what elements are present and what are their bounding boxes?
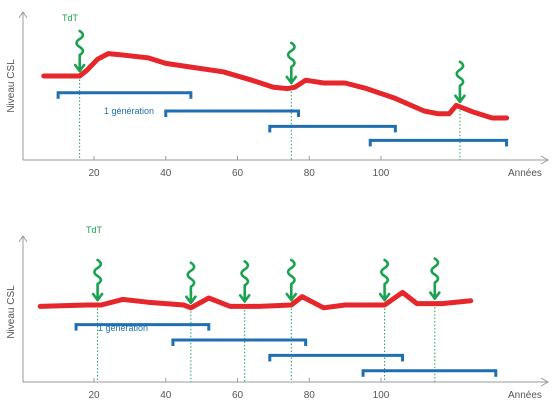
telomerase-arrow [186, 261, 196, 305]
telomerase-arrow-head [454, 94, 466, 104]
telomerase-arrow [455, 60, 465, 104]
telomerase-arrow [286, 258, 296, 302]
x-tick-label: 100 [373, 168, 390, 179]
telomerase-arrow-head [378, 292, 391, 302]
x-axis-label: Années [508, 168, 542, 179]
x-tick-label: 100 [373, 390, 390, 401]
x-tick-label: 40 [160, 390, 172, 401]
x-tick-label: 80 [304, 390, 316, 401]
telomerase-arrow [286, 41, 296, 85]
telomerase-arrow-head [91, 292, 104, 302]
csl-line [37, 289, 474, 311]
x-tick-label: 40 [160, 168, 172, 179]
telomerase-arrow-head [285, 292, 298, 302]
telomerase-arrow-head [285, 75, 298, 85]
telomerase-label: TdT [86, 225, 103, 235]
telomerase-arrows [73, 29, 466, 104]
x-tick-label: 60 [232, 390, 244, 401]
telomerase-arrow [240, 260, 250, 303]
generation-bars [74, 323, 498, 377]
x-ticks: 20 40 60 80 100 [88, 156, 390, 179]
telomerase-arrow [93, 258, 103, 302]
y-axis-arrow [18, 235, 28, 243]
y-axis-label: Niveau CSL [6, 285, 17, 339]
x-tick-label: 20 [88, 168, 100, 179]
generation-label: 1 génération [104, 106, 154, 116]
generation-label: 1 génération [98, 323, 148, 333]
chart-panel-bottom: Niveau CSL Années 20 40 60 80 100 1 générati… [6, 225, 550, 401]
telomerase-guides [97, 303, 436, 382]
x-axis-label: Années [508, 390, 542, 401]
telomerase-arrow-head [429, 291, 441, 300]
telomerase-arrow-head [185, 295, 197, 305]
csl-line [41, 51, 510, 121]
y-axis-label: Niveau CSL [6, 59, 17, 113]
telomerase-arrow-head [73, 63, 86, 73]
chart-panel-top: Niveau CSL Années 20 40 60 80 100 1 générati… [6, 11, 550, 179]
telomerase-arrow-head [238, 294, 251, 303]
x-axis-arrow [540, 377, 550, 387]
telomerase-arrow [75, 29, 85, 73]
telomerase-arrows [91, 257, 441, 305]
y-axis-arrow [18, 11, 28, 19]
x-axis-arrow [540, 155, 550, 165]
telomerase-label: TdT [62, 13, 79, 23]
x-tick-label: 60 [232, 168, 244, 179]
x-ticks: 20 40 60 80 100 [88, 378, 390, 401]
telomerase-arrow [380, 258, 390, 302]
x-tick-label: 20 [88, 390, 100, 401]
x-tick-label: 80 [304, 168, 316, 179]
generation-bars [56, 91, 509, 147]
telomerase-arrow [430, 257, 440, 300]
telomerase-guides [79, 76, 461, 160]
